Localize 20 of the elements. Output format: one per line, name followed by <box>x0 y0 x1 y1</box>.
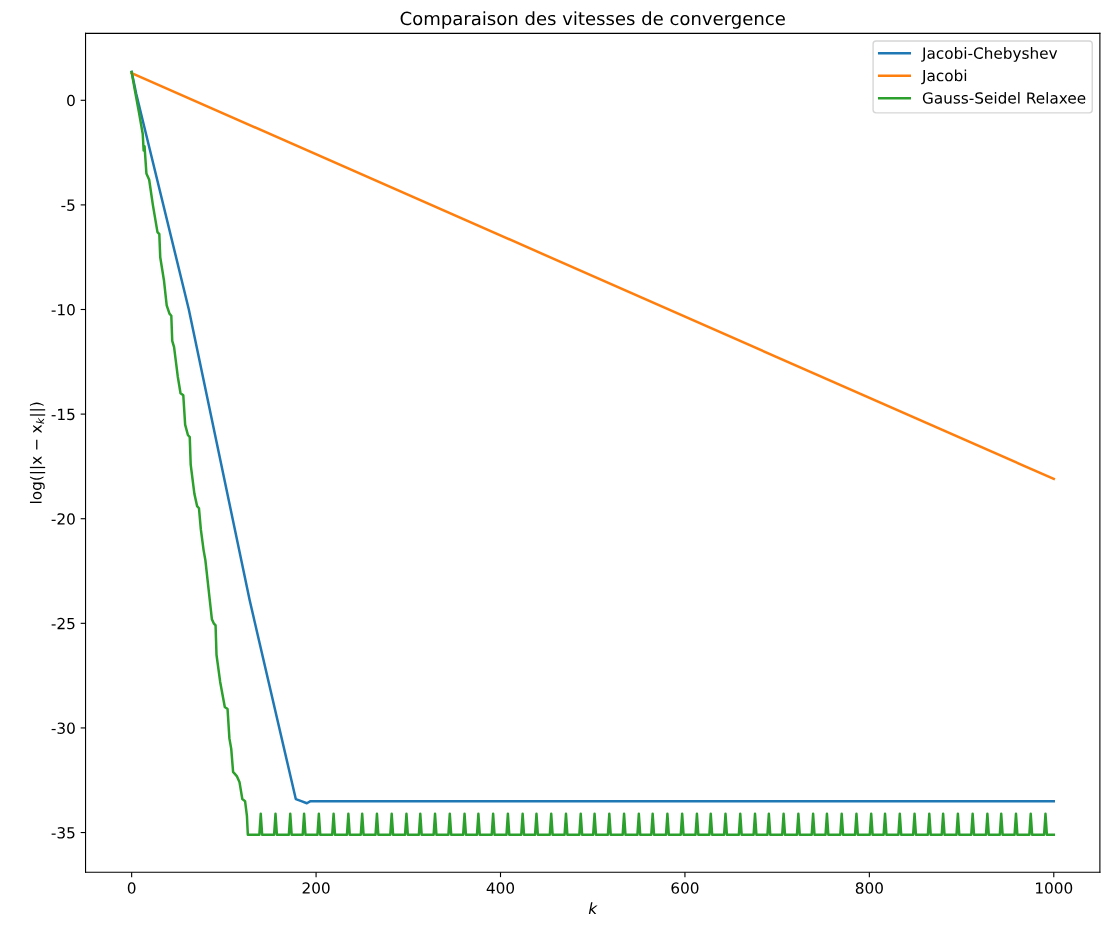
x-tick-label: 1000 <box>1036 882 1073 894</box>
x-tick-label: 0 <box>127 882 136 894</box>
legend-label: Jacobi-Chebyshev <box>921 47 1058 62</box>
legend-label: Jacobi <box>921 69 967 85</box>
y-tick-label: 0 <box>67 94 75 107</box>
x-tick-label: 400 <box>486 882 515 894</box>
x-tick-label: 800 <box>855 882 883 894</box>
y-tick-label: -10 <box>51 303 75 316</box>
x-axis-title: k <box>588 902 598 914</box>
y-tick-label: -35 <box>51 827 75 839</box>
y-tick-label: -30 <box>51 722 75 734</box>
y-tick-label: -5 <box>61 199 75 211</box>
legend-label: Gauss-Seidel Relaxee <box>922 91 1086 104</box>
y-axis-title: log(||x − x$_{k}$||) <box>29 402 46 504</box>
y-tick-label: -20 <box>51 513 75 525</box>
chart-title: Comparaison des vitesses de convergence <box>400 11 785 29</box>
x-tick-label: 200 <box>302 882 330 894</box>
x-tick-label: 600 <box>671 882 699 894</box>
y-tick-label: -25 <box>51 617 75 630</box>
y-tick-label: -15 <box>51 408 75 421</box>
